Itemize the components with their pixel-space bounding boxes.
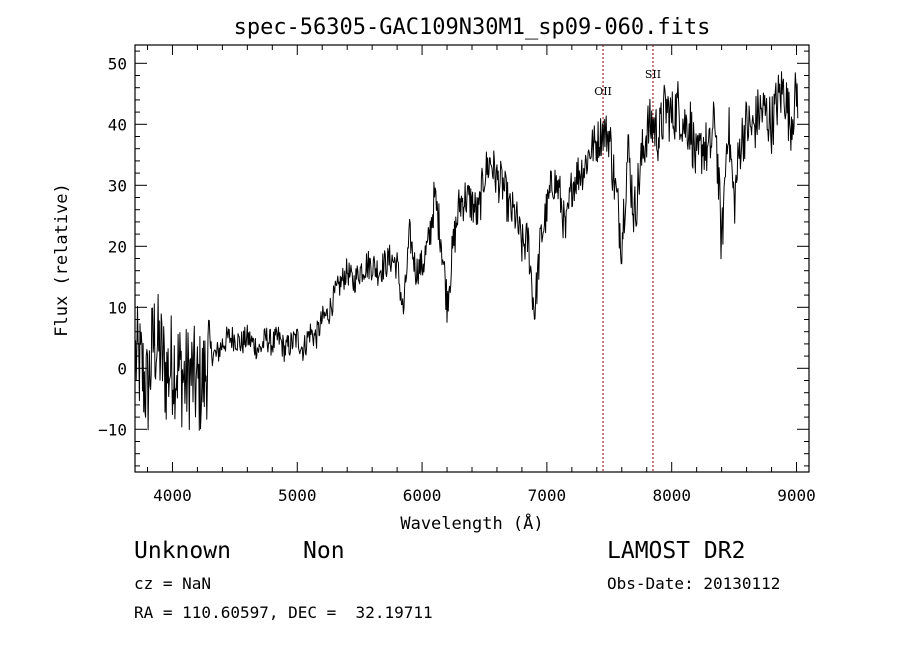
y-axis-label: Flux (relative) (52, 183, 72, 337)
y-tick-label: 40 (108, 115, 127, 134)
obs-date: Obs-Date: 20130112 (607, 574, 781, 593)
emission-line-markers: OII SII (594, 45, 661, 472)
x-tick-label: 8000 (652, 486, 691, 505)
y-tick-label: 30 (108, 176, 127, 195)
x-tick-label: 9000 (777, 486, 816, 505)
redshift-text: cz = NaN (134, 574, 212, 593)
chart-title: spec-56305-GAC109N30M1_sp09-060.fits (234, 15, 711, 40)
marker-label: SII (645, 68, 661, 81)
x-tick-label: 4000 (153, 486, 192, 505)
survey-name: LAMOST DR2 (607, 538, 746, 564)
y-tick-label: 0 (117, 359, 127, 378)
object-class: Unknown (134, 538, 231, 564)
x-tick-label: 5000 (278, 486, 317, 505)
x-axis-label: Wavelength (Å) (400, 512, 543, 534)
marker-label: OII (594, 85, 612, 98)
spectrum-line (135, 71, 799, 431)
x-tick-label: 6000 (403, 486, 442, 505)
y-tick-label: 50 (108, 54, 127, 73)
y-tick-label: −10 (98, 420, 127, 439)
coordinates-text: RA = 110.60597, DEC = 32.19711 (134, 603, 433, 622)
x-tick-label: 7000 (528, 486, 567, 505)
x-axis: 4000 5000 6000 7000 8000 9000 (146, 45, 816, 505)
plot-frame (134, 44, 810, 473)
spectrum-series (135, 71, 799, 431)
object-subclass: Non (303, 538, 345, 564)
y-tick-label: 10 (108, 298, 127, 317)
y-tick-label: 20 (108, 237, 127, 256)
